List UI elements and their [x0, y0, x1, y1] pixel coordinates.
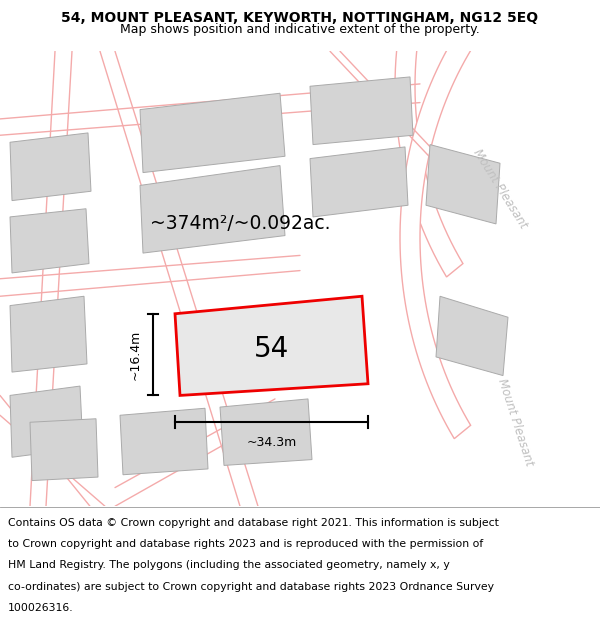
Polygon shape — [10, 386, 83, 458]
Text: ~16.4m: ~16.4m — [128, 329, 142, 380]
Text: 54, MOUNT PLEASANT, KEYWORTH, NOTTINGHAM, NG12 5EQ: 54, MOUNT PLEASANT, KEYWORTH, NOTTINGHAM… — [61, 11, 539, 25]
Polygon shape — [310, 77, 413, 144]
Polygon shape — [10, 209, 89, 273]
Polygon shape — [220, 399, 312, 466]
Polygon shape — [395, 0, 600, 277]
Polygon shape — [30, 419, 98, 481]
Text: co-ordinates) are subject to Crown copyright and database rights 2023 Ordnance S: co-ordinates) are subject to Crown copyr… — [8, 581, 494, 591]
Text: 54: 54 — [254, 335, 290, 362]
Text: Map shows position and indicative extent of the property.: Map shows position and indicative extent… — [120, 23, 480, 36]
Polygon shape — [120, 408, 208, 475]
Polygon shape — [140, 93, 285, 172]
Text: ~374m²/~0.092ac.: ~374m²/~0.092ac. — [150, 214, 330, 233]
Polygon shape — [175, 296, 368, 396]
Polygon shape — [310, 147, 408, 217]
Text: to Crown copyright and database rights 2023 and is reproduced with the permissio: to Crown copyright and database rights 2… — [8, 539, 483, 549]
Polygon shape — [10, 296, 87, 372]
Text: 100026316.: 100026316. — [8, 602, 73, 612]
Text: ~34.3m: ~34.3m — [247, 436, 296, 449]
Text: HM Land Registry. The polygons (including the associated geometry, namely x, y: HM Land Registry. The polygons (includin… — [8, 561, 449, 571]
Text: Mount Pleasant: Mount Pleasant — [495, 377, 535, 468]
Polygon shape — [400, 0, 600, 439]
Polygon shape — [426, 144, 500, 224]
Polygon shape — [140, 166, 285, 253]
Text: Mount Pleasant: Mount Pleasant — [470, 147, 530, 231]
Text: Contains OS data © Crown copyright and database right 2021. This information is : Contains OS data © Crown copyright and d… — [8, 518, 499, 528]
Polygon shape — [10, 133, 91, 201]
Polygon shape — [436, 296, 508, 376]
